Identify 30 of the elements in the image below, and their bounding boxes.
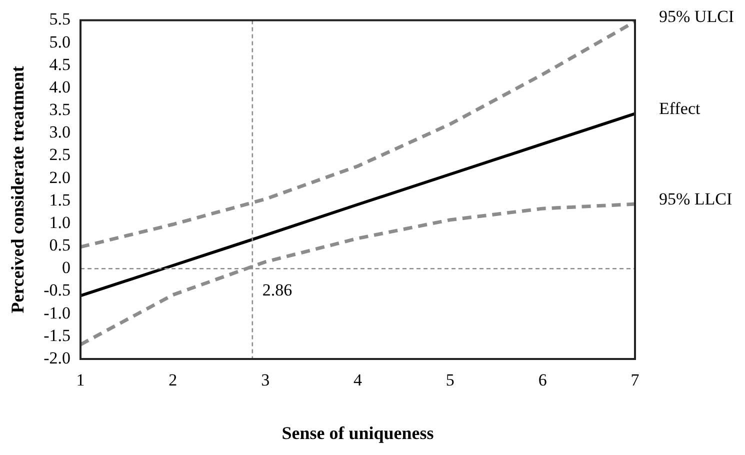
y-tick-label: 1.0 [49,212,71,232]
x-tick-label: 7 [630,370,640,390]
x-axis-title: Sense of uniqueness [282,422,434,443]
y-tick-label: 5.5 [49,10,71,29]
x-tick-label: 5 [446,370,454,390]
y-tick-label: 0 [62,258,71,278]
series-label: 95% LLCI [659,190,733,209]
line-series [80,20,635,249]
y-tick-label: -1.5 [44,326,71,345]
x-tick-label: 1 [76,370,85,390]
y-tick-label: 3.0 [49,122,71,142]
y-axis-title: Perceived considerate treatment [7,66,28,314]
y-tick-label: 4.0 [49,77,71,96]
series-label: Effect [659,99,700,118]
y-tick-label: 2.0 [49,168,71,187]
y-tick-label: 2.5 [49,145,71,164]
x-tick-label: 6 [538,370,547,390]
y-tick-label: 4.5 [49,54,71,74]
y-tick-label: 5.0 [49,32,71,52]
x-tick-label: 2 [168,370,178,390]
x-tick-label: 3 [261,370,270,390]
ref-line-label: 2.86 [262,280,292,300]
y-tick-label: -1.0 [44,303,71,322]
x-tick-label: 4 [354,370,363,390]
y-tick-label: -2.0 [44,348,71,368]
series-label: 95% ULCI [659,7,734,26]
y-tick-label: 3.5 [49,100,71,120]
y-tick-label: 0.5 [49,236,71,255]
y-tick-label: 1.5 [49,190,71,210]
y-tick-label: -0.5 [44,280,71,300]
